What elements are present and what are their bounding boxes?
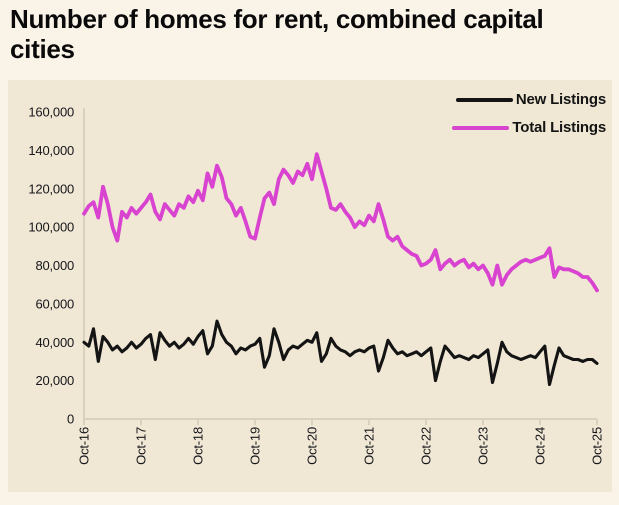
- y-tick-label: 0: [67, 412, 74, 427]
- chart-panel: New Listings Total Listings 0 20,000 40,00…: [8, 80, 612, 492]
- legend-item-total-listings: Total Listings: [452, 118, 606, 137]
- chart-legend: New Listings Total Listings: [452, 90, 606, 137]
- y-tick-label: 80,000: [35, 258, 74, 273]
- x-tick-label: Oct-19: [248, 427, 263, 465]
- page-title: Number of homes for rent, combined capit…: [10, 4, 544, 65]
- total-listings-line: [82, 152, 599, 293]
- y-tick-label: 40,000: [35, 335, 74, 350]
- x-tick-label: Oct-18: [191, 427, 206, 465]
- new-listings-line-swatch: [455, 97, 513, 102]
- y-tick-label: 140,000: [28, 143, 74, 158]
- legend-label-new-listings: New Listings: [515, 91, 606, 108]
- legend-item-new-listings: New Listings: [455, 90, 606, 109]
- x-tick-label: Oct-25: [590, 427, 605, 465]
- new-listings-line: [82, 319, 599, 387]
- x-tick-label: Oct-21: [362, 427, 377, 465]
- x-tick-label: Oct-20: [305, 427, 320, 465]
- line-chart: 0 20,000 40,000 60,000 80,000 100,000 120,000 1…: [28, 105, 605, 465]
- total-listings-line-swatch: [452, 125, 510, 130]
- x-tick-label: Oct-22: [419, 427, 434, 465]
- y-tick-label: 120,000: [28, 181, 74, 196]
- y-tick-label: 60,000: [35, 296, 74, 311]
- legend-label-total-listings: Total Listings: [512, 119, 606, 136]
- y-tick-label: 160,000: [28, 105, 74, 120]
- y-tick-label: 100,000: [28, 220, 74, 235]
- x-tick-label: Oct-16: [77, 427, 92, 465]
- x-tick-label: Oct-24: [533, 427, 548, 465]
- y-tick-label: 20,000: [35, 373, 74, 388]
- x-tick-label: Oct-17: [134, 427, 149, 465]
- x-tick-label: Oct-23: [476, 427, 491, 465]
